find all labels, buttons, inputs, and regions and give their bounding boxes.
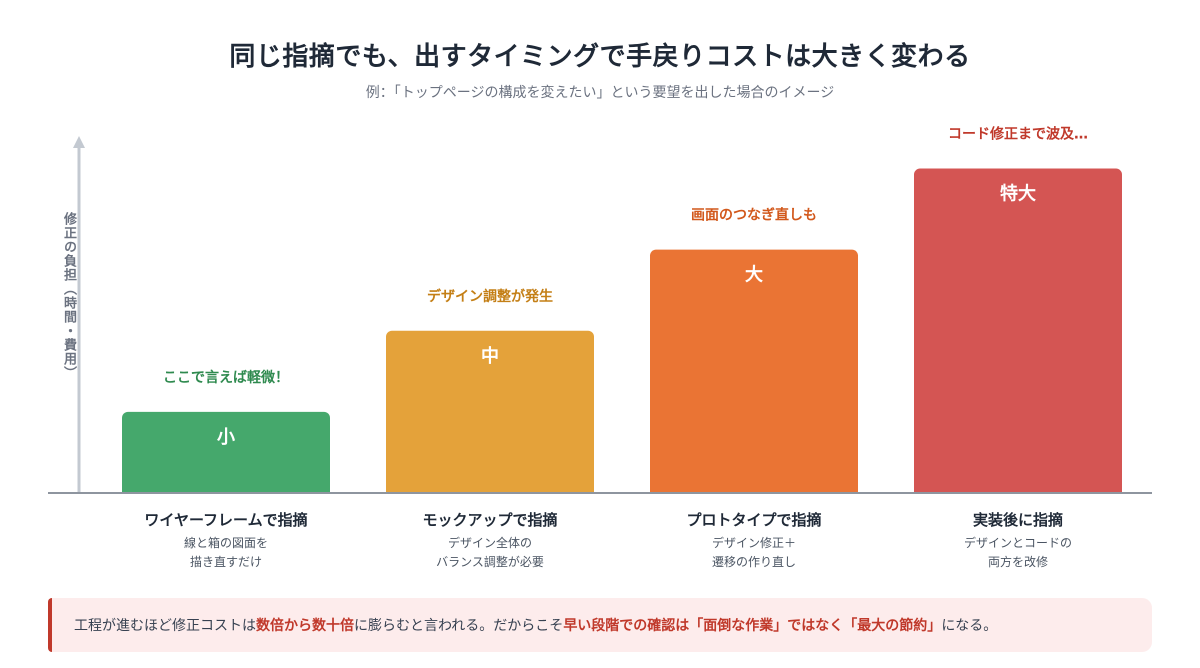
category-description: デザイン修正＋ 遷移の作り直し [711,536,796,569]
note-highlight: 数倍から数十倍 [256,618,354,634]
note-text-segment: になる。 [941,618,998,634]
category-title: プロトタイプで指摘 [686,511,822,529]
bar [386,330,594,499]
category-title: ワイヤーフレームで指摘 [144,511,308,529]
bar-value-label: 特大 [1000,183,1036,205]
category-label: プロトタイプで指摘デザイン修正＋ 遷移の作り直し [634,508,874,572]
category-description: デザインとコードの 両方を改修 [963,536,1072,569]
bar-value-label: 中 [481,345,499,367]
bar-value-label: 大 [745,264,763,286]
y-axis-arrow [73,136,85,148]
chart-subtitle: 例：「トップページの構成を変えたい」という要望を出した場合のイメージ [365,85,835,101]
bar-annotation: コード修正まで波及… [948,126,1088,143]
bar-annotation: ここで言えば軽微！ [163,369,289,386]
category-title: モックアップで指摘 [422,511,558,529]
category-label: 実装後に指摘デザインとコードの 両方を改修 [898,508,1138,572]
category-label: ワイヤーフレームで指摘線と箱の図面を 描き直すだけ [106,508,346,572]
bar [122,411,330,499]
bar [914,168,1122,500]
note-text-segment: 工程が進むほど修正コストは [74,618,256,634]
summary-note: 工程が進むほど修正コストは数倍から数十倍に膨らむと言われる。だからこそ早い段階で… [48,598,1152,652]
category-description: デザイン全体の バランス調整が必要 [436,536,544,569]
category-title: 実装後に指摘 [972,511,1063,529]
note-text-segment: に膨らむと言われる。だからこそ [354,618,564,634]
axis-mask [48,493,1152,533]
category-description: 線と箱の図面を 描き直すだけ [183,536,268,569]
bar-annotation: 画面のつなぎ直しも [691,207,817,224]
category-label: モックアップで指摘デザイン全体の バランス調整が必要 [370,508,610,572]
note-highlight: 早い段階での確認は「面倒な作業」ではなく「最大の節約」 [563,618,942,634]
bar-annotation: デザイン調整が発生 [427,288,553,305]
chart-title: 同じ指摘でも、出すタイミングで手戻りコストは大きく変わる [229,42,971,72]
summary-note-text: 工程が進むほど修正コストは数倍から数十倍に膨らむと言われる。だからこそ早い段階で… [74,615,997,635]
bar-value-label: 小 [217,427,235,448]
bar [650,249,858,499]
y-axis-label: 修正の負担（時間・費用） [61,212,76,380]
